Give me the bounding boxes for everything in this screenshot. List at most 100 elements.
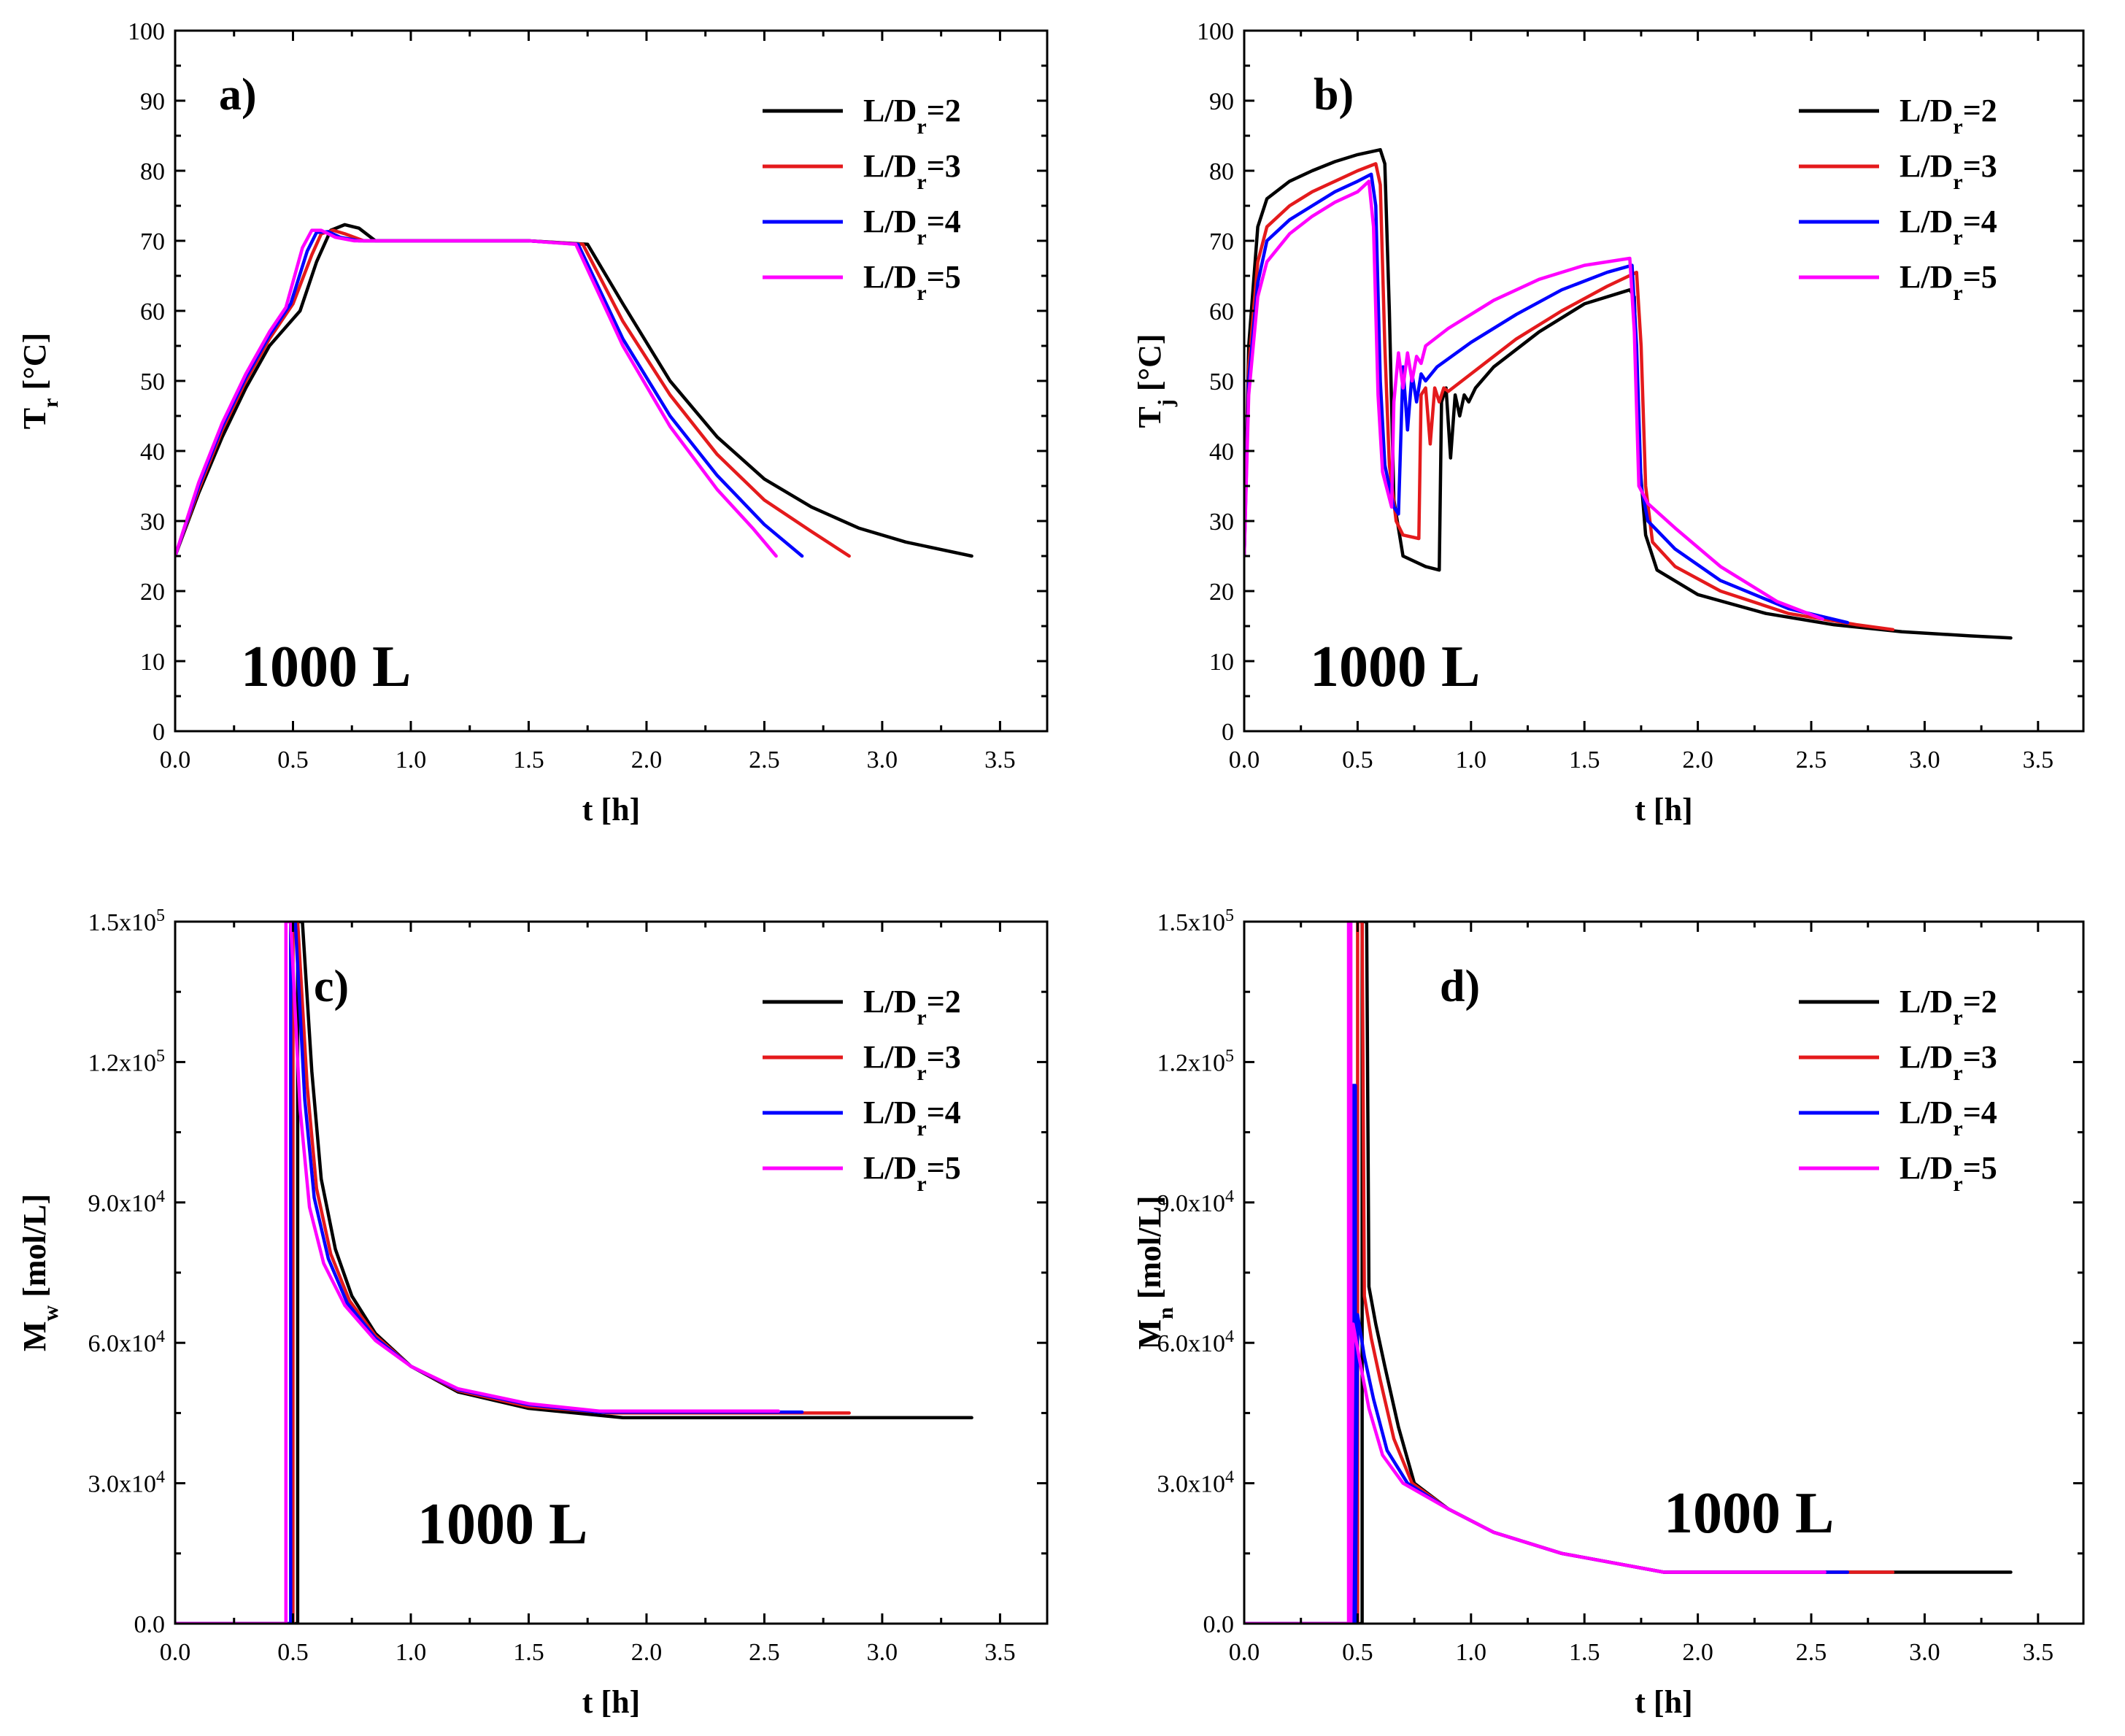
x-tick-label: 2.5 xyxy=(1796,747,1827,774)
x-tick-label: 3.0 xyxy=(867,747,898,774)
x-tick-label: 3.5 xyxy=(2023,747,2054,774)
series-line-ld4 xyxy=(175,230,804,558)
x-tick-label: 2.5 xyxy=(749,747,780,774)
y-tick-label: 60 xyxy=(1209,298,1234,325)
x-axis-label: t [h] xyxy=(582,1684,640,1720)
y-tick-label: 1.2x105 xyxy=(88,1046,166,1076)
legend-entry: L/Dr=2 xyxy=(863,984,961,1030)
y-tick-label: 90 xyxy=(1209,88,1234,115)
x-tick-label: 3.5 xyxy=(2023,1639,2054,1666)
y-tick-label: 80 xyxy=(140,158,165,185)
volume-label: 1000 L xyxy=(241,635,411,699)
x-tick-label: 0.5 xyxy=(1342,1639,1373,1666)
x-tick-label: 0.0 xyxy=(1229,747,1260,774)
x-axis-label: t [h] xyxy=(1635,1684,1692,1720)
series-line-ld4 xyxy=(1244,172,1850,625)
legend-entry: L/Dr=3 xyxy=(1900,148,1997,194)
y-tick-label: 50 xyxy=(1209,369,1234,396)
series-line-ld3 xyxy=(1244,162,1895,632)
x-axis-label: t [h] xyxy=(582,792,640,828)
series-line-ld5 xyxy=(175,922,781,1624)
y-tick-label: 6.0x104 xyxy=(88,1327,166,1357)
x-tick-label: 2.0 xyxy=(631,1639,663,1666)
x-tick-label: 3.0 xyxy=(867,1639,898,1666)
y-axis-label: Tr [°C] xyxy=(17,333,63,429)
x-tick-label: 1.0 xyxy=(396,747,427,774)
legend-entry: L/Dr=5 xyxy=(863,259,961,305)
x-tick-label: 1.0 xyxy=(1456,747,1487,774)
x-tick-label: 2.0 xyxy=(1682,747,1713,774)
y-tick-label: 70 xyxy=(1209,228,1234,255)
y-tick-label: 0.0 xyxy=(134,1611,166,1638)
y-tick-label: 50 xyxy=(140,369,165,396)
x-tick-label: 1.0 xyxy=(1456,1639,1487,1666)
chart-panel-d: 0.0 0.5 1.0 1.5 2.0 2.5 3.0 3.5 0.0 3.0x104 6.0x10… xyxy=(1132,906,2085,1720)
legend-entry: L/Dr=4 xyxy=(863,1095,961,1141)
legend: L/Dr=2 L/Dr=3 L/Dr=4 L/Dr=5 xyxy=(1799,984,1997,1196)
x-tick-label: 3.0 xyxy=(1909,1639,1940,1666)
legend-entry: L/Dr=4 xyxy=(1900,1095,1997,1141)
series-group xyxy=(175,223,973,558)
x-tick-label: 0.5 xyxy=(1342,747,1373,774)
y-tick-label: 30 xyxy=(140,509,165,536)
x-tick-label: 2.0 xyxy=(631,747,663,774)
legend-entry: L/Dr=3 xyxy=(863,148,961,194)
y-tick-label: 9.0x104 xyxy=(1157,1187,1235,1217)
x-tick-label: 2.0 xyxy=(1682,1639,1713,1666)
legend-entry: L/Dr=2 xyxy=(863,93,961,139)
y-tick-label: 1.5x105 xyxy=(1157,906,1235,936)
series-group xyxy=(1244,922,2013,1624)
y-axis-label: Tj [°C] xyxy=(1132,333,1178,428)
y-tick-label: 30 xyxy=(1209,509,1234,536)
chart-panel-a: 0.0 0.5 1.0 1.5 2.0 2.5 3.0 3.5 0 10 20 30 40 50 60 70 8… xyxy=(17,18,1049,828)
legend-entry: L/Dr=4 xyxy=(1900,204,1997,250)
x-tick-label: 1.5 xyxy=(513,747,544,774)
panel-tag: d) xyxy=(1440,962,1480,1011)
x-tick-label: 0.0 xyxy=(1229,1639,1260,1666)
y-tick-label: 70 xyxy=(140,228,165,255)
x-tick-label: 1.5 xyxy=(1569,1639,1600,1666)
chart-panel-c: 0.0 0.5 1.0 1.5 2.0 2.5 3.0 3.5 0.0 3.0x104 6.0x10… xyxy=(17,906,1049,1720)
legend-entry: L/Dr=5 xyxy=(863,1150,961,1196)
x-tick-label: 0.5 xyxy=(277,1639,309,1666)
x-tick-label: 3.5 xyxy=(984,1639,1016,1666)
series-line-ld2 xyxy=(175,922,973,1624)
x-tick-label: 1.0 xyxy=(396,1639,427,1666)
x-tick-label: 3.5 xyxy=(984,747,1016,774)
legend: L/Dr=2 L/Dr=3 L/Dr=4 L/Dr=5 xyxy=(763,984,961,1196)
y-tick-label: 40 xyxy=(140,439,165,466)
y-tick-label: 1.5x105 xyxy=(88,906,166,936)
x-tick-label: 0.0 xyxy=(160,1639,191,1666)
legend-entry: L/Dr=5 xyxy=(1900,1150,1997,1196)
legend-entry: L/Dr=3 xyxy=(863,1039,961,1085)
y-tick-label: 10 xyxy=(140,649,165,676)
legend-entry: L/Dr=3 xyxy=(1900,1039,1997,1085)
y-tick-label: 0 xyxy=(1222,719,1234,746)
series-group xyxy=(175,922,973,1624)
x-tick-label: 1.5 xyxy=(513,1639,544,1666)
y-tick-label: 90 xyxy=(140,88,165,115)
y-tick-label: 1.2x105 xyxy=(1157,1046,1235,1076)
y-tick-label: 10 xyxy=(1209,649,1234,676)
y-tick-label: 100 xyxy=(128,18,165,45)
legend: L/Dr=2 L/Dr=3 L/Dr=4 L/Dr=5 xyxy=(1799,93,1997,305)
y-tick-label: 3.0x104 xyxy=(1157,1468,1235,1498)
series-group xyxy=(1244,147,2013,640)
x-tick-label: 0.0 xyxy=(160,747,191,774)
x-tick-label: 1.5 xyxy=(1569,747,1600,774)
y-tick-label: 80 xyxy=(1209,158,1234,185)
x-tick-label: 2.5 xyxy=(1796,1639,1827,1666)
legend-entry: L/Dr=5 xyxy=(1900,259,1997,305)
panel-tag: b) xyxy=(1314,70,1354,120)
y-tick-label: 3.0x104 xyxy=(88,1468,166,1498)
y-tick-label: 60 xyxy=(140,298,165,325)
chart-panel-b: 0.0 0.5 1.0 1.5 2.0 2.5 3.0 3.5 0 10 20 30 40 50 60 70 8… xyxy=(1132,18,2085,828)
y-axis-label: Mn [mol/L] xyxy=(1132,1196,1178,1350)
series-line-ld5 xyxy=(175,228,778,558)
series-line-ld5 xyxy=(1244,922,1827,1624)
series-line-ld5 xyxy=(1244,180,1824,621)
series-line-ld2 xyxy=(1244,147,2013,640)
y-tick-label: 0.0 xyxy=(1203,1611,1235,1638)
volume-label: 1000 L xyxy=(417,1492,587,1556)
